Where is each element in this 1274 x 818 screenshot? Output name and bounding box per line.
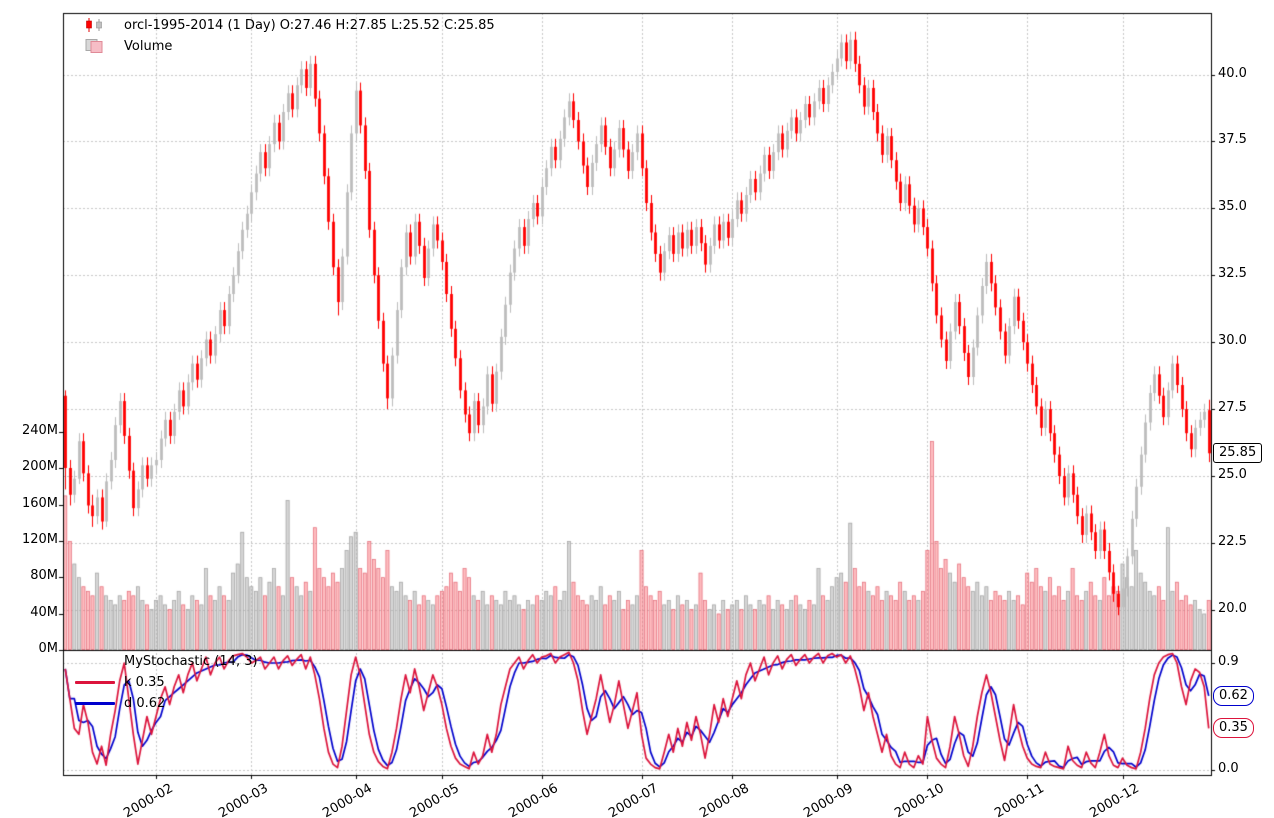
stochastic-legend: MyStochastic (14, 3) k 0.35 d 0.62 xyxy=(74,652,258,715)
stoch-k-row: k 0.35 xyxy=(74,673,258,691)
series-legend-row: orcl-1995-2014 (1 Day) O:27.46 H:27.85 L… xyxy=(74,16,495,34)
k-line-legend-icon xyxy=(74,680,116,684)
volume-legend-row: Volume xyxy=(74,37,495,55)
stoch-title-row: MyStochastic (14, 3) xyxy=(74,652,258,670)
stoch-title: MyStochastic (14, 3) xyxy=(124,653,258,669)
candlestick-legend-icon xyxy=(74,17,116,33)
stoch-k-label: k 0.35 xyxy=(124,674,165,690)
stoch-d-label: d 0.62 xyxy=(124,695,166,711)
stoch-d-row: d 0.62 xyxy=(74,694,258,712)
stoch-d-value-tag: 0.62 xyxy=(1213,686,1254,707)
series-legend-label: orcl-1995-2014 (1 Day) O:27.46 H:27.85 L… xyxy=(124,17,495,33)
last-price-tag: 25.85 xyxy=(1213,443,1263,464)
d-line-legend-icon xyxy=(74,701,116,705)
main-legend: orcl-1995-2014 (1 Day) O:27.46 H:27.85 L… xyxy=(74,16,495,58)
volume-legend-label: Volume xyxy=(124,38,173,54)
stoch-k-value-tag: 0.35 xyxy=(1213,718,1254,739)
volume-legend-icon xyxy=(74,38,116,54)
